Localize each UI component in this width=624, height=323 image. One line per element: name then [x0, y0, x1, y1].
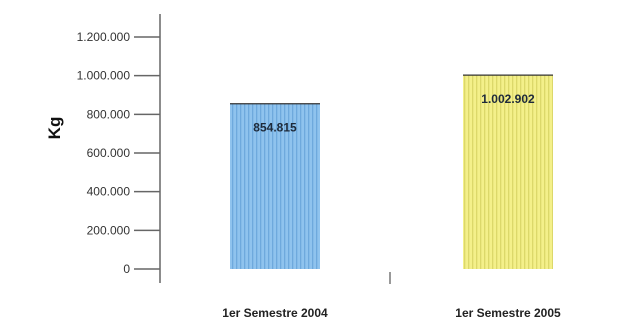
- bar: [463, 75, 553, 269]
- y-tick-label: 800.000: [87, 107, 131, 121]
- y-tick-label: 400.000: [87, 185, 131, 199]
- category-label: 1er Semestre 2004: [222, 306, 328, 320]
- bar: [230, 103, 320, 269]
- category-label: 1er Semestre 2005: [455, 306, 561, 320]
- y-tick-label: 1.200.000: [77, 30, 131, 44]
- y-axis-ticks: 0 200.000 400.000 600.000 800.000 1.000.000 1.…: [77, 30, 160, 276]
- data-label: 1.002.902: [481, 92, 535, 106]
- y-axis-title: Kg: [45, 117, 64, 140]
- y-tick-label: 200.000: [87, 223, 131, 237]
- bars: 854.815 1.002.902: [230, 74, 553, 269]
- y-tick-label: 600.000: [87, 146, 131, 160]
- y-tick-label: 1.000.000: [77, 69, 131, 83]
- data-label: 854.815: [253, 121, 297, 135]
- category-labels: 1er Semestre 2004 1er Semestre 2005: [222, 306, 561, 320]
- y-tick-label: 0: [123, 262, 130, 276]
